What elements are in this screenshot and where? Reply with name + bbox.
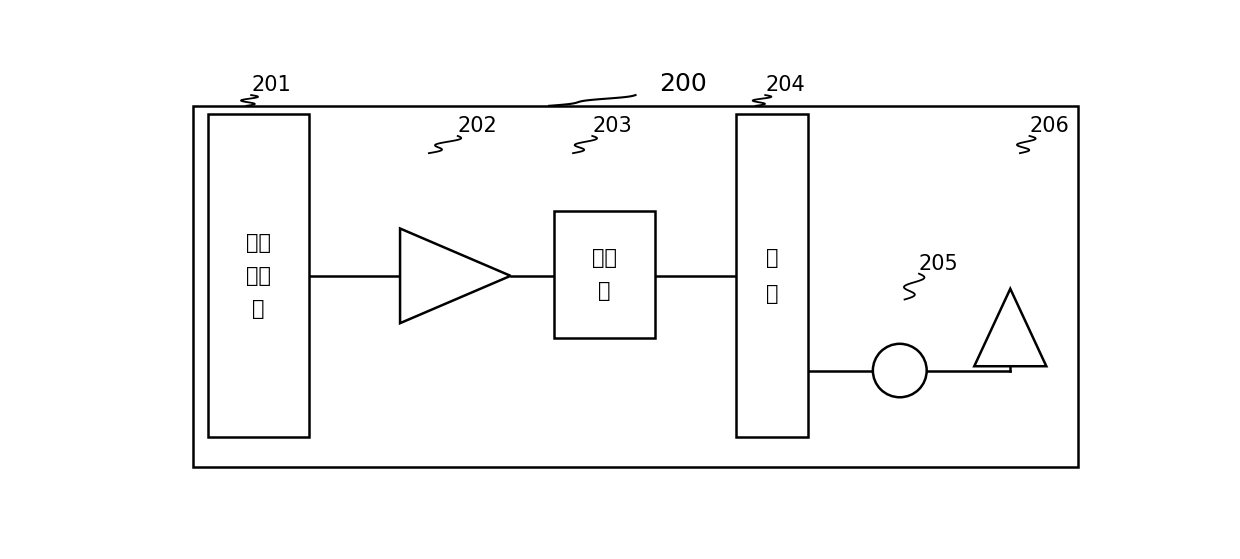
Text: 203: 203 <box>593 116 632 136</box>
Text: 射频
收发
器: 射频 收发 器 <box>246 233 270 319</box>
Bar <box>554 211 655 338</box>
Text: 滤波
器: 滤波 器 <box>591 248 616 301</box>
Text: 202: 202 <box>458 116 497 136</box>
Polygon shape <box>401 229 511 323</box>
Bar <box>193 106 1078 467</box>
Ellipse shape <box>873 344 926 397</box>
Text: 206: 206 <box>1029 116 1069 136</box>
Polygon shape <box>975 289 1047 366</box>
Text: 开
关: 开 关 <box>766 248 779 304</box>
Bar <box>208 115 309 437</box>
Text: 204: 204 <box>765 75 805 95</box>
Text: 205: 205 <box>919 254 959 274</box>
Bar <box>737 115 808 437</box>
Text: 200: 200 <box>660 72 707 96</box>
Text: 201: 201 <box>250 75 291 95</box>
